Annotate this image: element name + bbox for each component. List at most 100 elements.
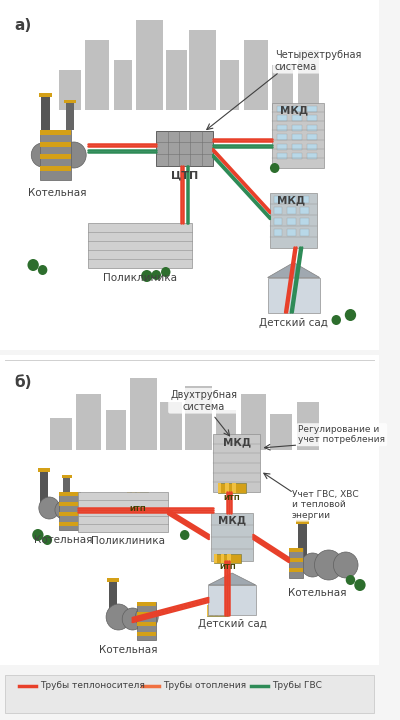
Bar (300, 217, 309, 225)
Bar (307, 143, 317, 150)
Text: Котельная: Котельная (288, 588, 346, 598)
Text: Котельная: Котельная (34, 535, 93, 545)
Text: Котельная: Котельная (28, 188, 86, 198)
Bar (64, 477, 70, 505)
Text: ИТП: ИТП (219, 564, 236, 570)
Bar (214, 554, 217, 562)
Circle shape (345, 309, 356, 321)
Bar (287, 217, 296, 225)
Circle shape (180, 530, 190, 540)
Bar (166, 50, 187, 110)
Bar (298, 522, 307, 557)
Bar (127, 492, 148, 504)
Bar (277, 125, 286, 130)
Bar (274, 207, 282, 214)
FancyBboxPatch shape (88, 222, 192, 268)
FancyBboxPatch shape (59, 492, 80, 530)
Circle shape (334, 552, 358, 578)
Bar (208, 605, 210, 616)
Bar (277, 143, 286, 150)
Bar (289, 558, 303, 562)
Bar (289, 568, 303, 572)
Bar (40, 154, 71, 159)
Circle shape (346, 575, 355, 585)
Text: Трубы теплоносителя: Трубы теплоносителя (40, 682, 145, 690)
Bar (132, 492, 135, 504)
Circle shape (122, 608, 143, 630)
Bar (292, 106, 302, 112)
Bar (232, 483, 236, 493)
Bar (109, 580, 118, 615)
Bar (287, 196, 296, 202)
Bar (220, 60, 238, 110)
Bar (307, 125, 317, 130)
FancyBboxPatch shape (208, 585, 256, 615)
FancyBboxPatch shape (272, 102, 324, 168)
Bar (38, 468, 50, 472)
Bar (292, 153, 302, 159)
Bar (213, 605, 215, 616)
Bar (277, 153, 286, 159)
Bar (0, 0, 379, 350)
Polygon shape (208, 573, 256, 585)
Bar (274, 217, 282, 225)
FancyBboxPatch shape (211, 513, 253, 561)
Bar (292, 115, 302, 121)
Bar (76, 394, 101, 450)
Text: Трубы ГВС: Трубы ГВС (272, 682, 322, 690)
Circle shape (136, 605, 158, 629)
Text: Четырехтрубная
система: Четырехтрубная система (275, 50, 361, 71)
FancyBboxPatch shape (289, 548, 303, 578)
Text: Котельная: Котельная (99, 645, 157, 655)
Bar (59, 522, 80, 526)
Bar (292, 125, 302, 130)
Text: а): а) (14, 18, 32, 33)
Bar (85, 40, 108, 110)
Bar (208, 605, 228, 616)
Bar (59, 492, 80, 496)
Bar (214, 554, 240, 562)
Bar (227, 554, 231, 562)
Bar (190, 30, 216, 110)
Circle shape (66, 496, 89, 520)
FancyBboxPatch shape (270, 192, 317, 248)
Bar (39, 93, 52, 97)
Bar (62, 475, 72, 478)
Bar (59, 512, 80, 516)
Text: Учет ГВС, ХВС
и тепловой
энергии: Учет ГВС, ХВС и тепловой энергии (292, 490, 358, 520)
Circle shape (28, 259, 39, 271)
Circle shape (55, 501, 72, 519)
Bar (137, 612, 156, 616)
Bar (50, 418, 72, 450)
Bar (287, 228, 296, 235)
Bar (270, 414, 292, 450)
Circle shape (39, 497, 60, 519)
Bar (307, 153, 317, 159)
Bar (216, 410, 236, 450)
Text: ЦТП: ЦТП (171, 171, 198, 181)
Bar (137, 492, 140, 504)
Circle shape (49, 147, 68, 167)
Text: Поликлиника: Поликлиника (91, 536, 165, 546)
Text: Детский сад: Детский сад (198, 619, 266, 629)
Bar (127, 492, 130, 504)
Text: ИТП: ИТП (129, 506, 146, 512)
Circle shape (332, 315, 341, 325)
Circle shape (141, 270, 152, 282)
Bar (292, 143, 302, 150)
Circle shape (32, 529, 44, 541)
Bar (307, 134, 317, 140)
Circle shape (43, 535, 52, 545)
FancyBboxPatch shape (78, 492, 168, 532)
Text: МКД: МКД (223, 437, 251, 447)
Circle shape (161, 267, 170, 277)
Bar (289, 548, 303, 552)
Bar (137, 602, 156, 606)
Text: ИТП: ИТП (224, 495, 240, 501)
FancyBboxPatch shape (137, 602, 156, 640)
Circle shape (152, 270, 161, 280)
Bar (296, 520, 309, 524)
Text: б): б) (14, 375, 32, 390)
Bar (287, 207, 296, 214)
Circle shape (301, 553, 324, 577)
